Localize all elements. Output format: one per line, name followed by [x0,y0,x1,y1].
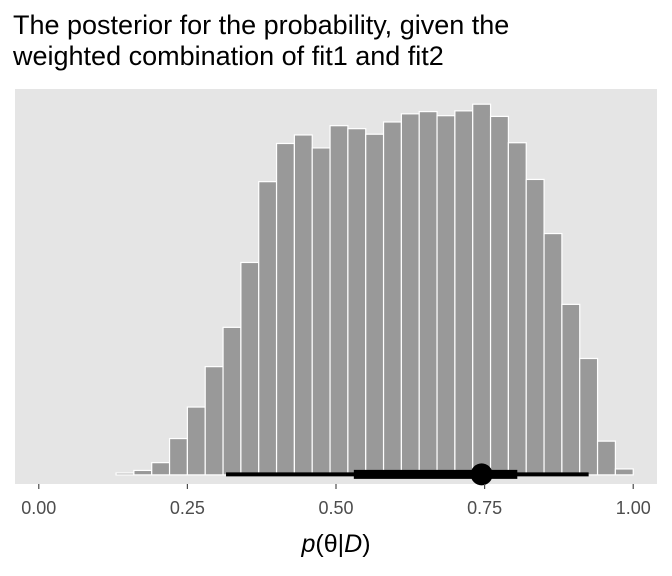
chart-title-line-2: weighted combination of fit1 and fit2 [13,41,444,71]
histogram-bar [151,462,171,476]
histogram-bar [382,121,402,476]
x-axis-title-close: ) [362,530,370,558]
x-tick-label: 0.25 [170,498,205,518]
histogram-bar [614,468,634,476]
histogram-bars [115,103,634,476]
histogram-bar [472,103,492,476]
histogram-bar [293,134,313,476]
x-tick-label: 0.00 [21,498,56,518]
x-axis-title-theta: (θ| [315,530,344,558]
x-axis-title: p(θ|D) [300,530,370,558]
x-tick-label: 1.00 [616,498,651,518]
histogram-bar [222,326,242,476]
histogram-bar [115,472,135,476]
x-tick-label: 0.75 [467,498,502,518]
histogram-bar [489,115,509,476]
x-tick-label: 0.50 [318,498,353,518]
histogram-bar [400,113,420,476]
histogram-bar [579,357,599,476]
histogram-bar [275,142,295,476]
x-axis-title-p: p [300,530,315,558]
histogram-bar [168,437,188,476]
histogram-bar [418,111,438,476]
histogram-bar [561,303,581,476]
histogram-bar [133,469,153,476]
chart-title: The posterior for the probability, given… [13,10,653,72]
histogram-bar [365,133,385,476]
interval-summary [226,463,589,486]
x-axis: 0.00 0.25 0.50 0.75 1.00 [21,484,651,518]
histogram-bar [186,406,206,476]
histogram-bar [507,142,527,476]
x-axis-title-d: D [344,530,362,558]
interval-point [470,463,493,486]
histogram-bar [311,147,331,476]
histogram-bar [525,178,545,476]
histogram-bar [436,115,456,476]
histogram-bar [596,440,616,476]
histogram-bar [204,366,224,476]
histogram-bar [543,232,563,476]
histogram-bar [454,110,474,476]
histogram-bar [258,181,278,476]
histogram-bar [240,261,260,476]
chart-title-line-1: The posterior for the probability, given… [13,10,510,40]
histogram-bar [347,128,367,476]
histogram-bar [329,125,349,476]
